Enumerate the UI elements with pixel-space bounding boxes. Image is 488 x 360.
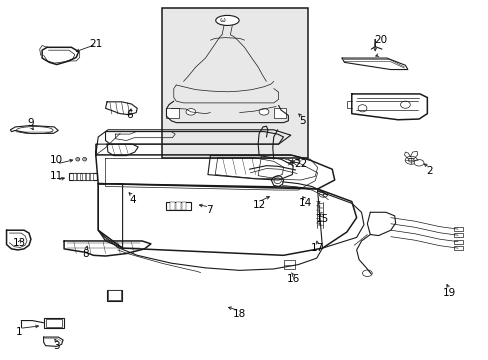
Bar [166, 108, 178, 118]
Text: 12: 12 [252, 200, 265, 210]
Bar [86, 173, 89, 180]
Ellipse shape [17, 127, 53, 134]
Ellipse shape [413, 159, 423, 166]
Bar [453, 227, 462, 231]
Bar [69, 173, 97, 180]
Ellipse shape [76, 157, 80, 161]
Text: 14: 14 [298, 198, 311, 208]
Text: 18: 18 [232, 310, 246, 319]
Text: 2: 2 [426, 166, 432, 176]
Bar [170, 202, 174, 210]
Bar [453, 239, 462, 244]
Text: 21: 21 [89, 39, 102, 49]
Ellipse shape [273, 178, 281, 184]
Ellipse shape [319, 192, 327, 197]
Bar [73, 173, 76, 180]
Ellipse shape [400, 101, 409, 108]
Text: ω: ω [219, 17, 224, 23]
Text: 4: 4 [129, 195, 135, 205]
Bar [81, 173, 84, 180]
Text: 16: 16 [286, 274, 299, 284]
Text: 5: 5 [298, 116, 305, 126]
Ellipse shape [290, 161, 294, 163]
Bar [453, 246, 462, 250]
Text: 11: 11 [50, 171, 63, 181]
Ellipse shape [215, 15, 239, 26]
Ellipse shape [185, 109, 195, 115]
Bar [453, 233, 462, 237]
Ellipse shape [405, 156, 416, 164]
Text: 7: 7 [205, 206, 212, 216]
Text: 15: 15 [315, 215, 328, 224]
Bar [45, 319, 62, 327]
Ellipse shape [259, 109, 268, 115]
Ellipse shape [362, 270, 371, 276]
Text: 19: 19 [442, 288, 455, 298]
Text: 3: 3 [53, 341, 60, 351]
Bar [182, 202, 186, 210]
Text: 22: 22 [293, 159, 306, 169]
Bar [176, 202, 180, 210]
Bar [107, 290, 122, 301]
Text: 1: 1 [16, 327, 22, 337]
Bar [43, 318, 64, 328]
Bar [77, 173, 80, 180]
Ellipse shape [357, 105, 366, 112]
Text: 13: 13 [13, 238, 26, 248]
Text: 17: 17 [310, 243, 324, 253]
Bar [284, 260, 295, 269]
Text: 20: 20 [374, 35, 387, 45]
Bar [161, 8, 307, 158]
Ellipse shape [82, 157, 86, 161]
Ellipse shape [407, 158, 413, 162]
Bar [165, 202, 190, 211]
Text: 9: 9 [27, 118, 34, 128]
Text: 6: 6 [126, 111, 133, 121]
Text: 8: 8 [82, 248, 89, 258]
Text: 10: 10 [50, 155, 63, 165]
Bar [273, 108, 285, 118]
Bar [108, 291, 121, 301]
Bar [90, 173, 93, 180]
